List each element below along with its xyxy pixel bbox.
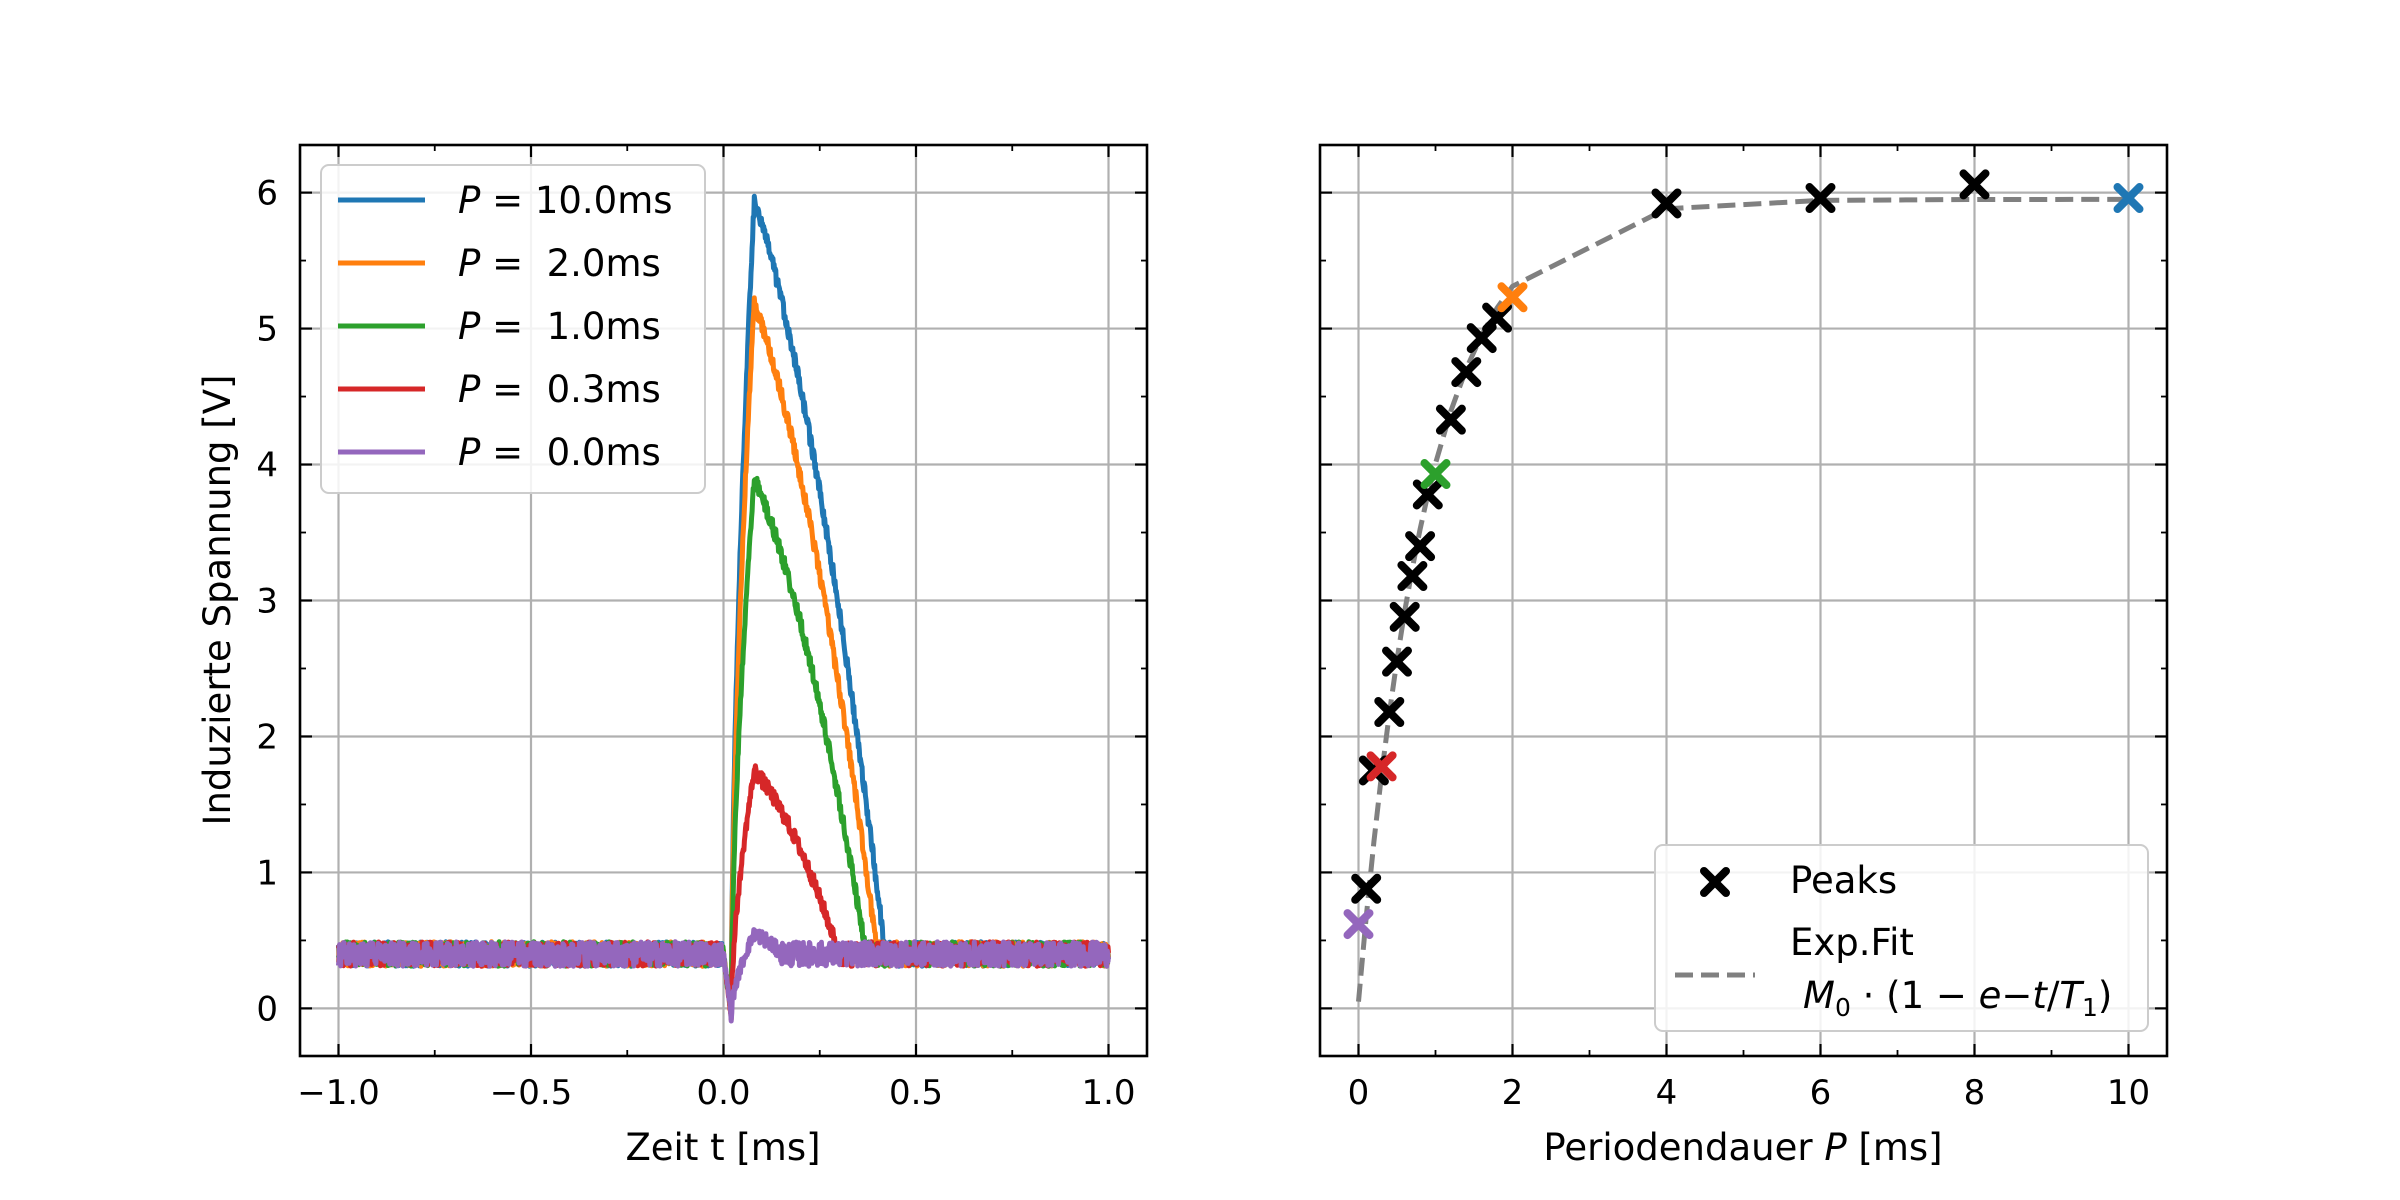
peak-marker bbox=[1451, 357, 1482, 388]
peak-marker-stroke-b bbox=[1412, 479, 1443, 510]
peak-marker bbox=[1374, 696, 1405, 727]
peak-marker-stroke-b bbox=[1389, 601, 1420, 632]
left-ytick-label: 5 bbox=[256, 310, 278, 350]
left-ylabel: Induzierte Spannung [V] bbox=[196, 375, 239, 826]
left-xtick-label: 1.0 bbox=[1081, 1073, 1135, 1113]
peak-marker-stroke-b bbox=[1397, 561, 1428, 592]
peak-marker bbox=[1351, 873, 1382, 904]
right-xtick-label: 2 bbox=[1502, 1073, 1524, 1113]
legend-label-2: P = 1.0ms bbox=[458, 305, 661, 348]
left-xtick-label: −1.0 bbox=[297, 1073, 380, 1113]
peak-marker-stroke-b bbox=[1497, 282, 1528, 313]
legend-fit-label-line2: M0 · (1 − e−t/T1) bbox=[1803, 974, 2112, 1022]
peak-marker bbox=[1405, 531, 1436, 562]
peak-marker-stroke-b bbox=[1366, 751, 1397, 782]
left-xtick-label: −0.5 bbox=[490, 1073, 573, 1113]
legend-label-1: P = 2.0ms bbox=[458, 242, 661, 285]
peak-marker bbox=[1435, 404, 1466, 435]
peak-marker-stroke-b bbox=[2113, 183, 2144, 214]
peak-marker bbox=[1389, 601, 1420, 632]
right-xtick-label: 0 bbox=[1348, 1073, 1370, 1113]
peak-marker bbox=[1382, 646, 1412, 677]
peak-marker bbox=[1651, 188, 1682, 219]
legend-label-4: P = 0.0ms bbox=[458, 431, 661, 474]
peak-marker-stroke-b bbox=[1420, 459, 1451, 490]
right-grid bbox=[1320, 145, 2167, 1056]
right-xlabel: Periodendauer P [ms] bbox=[1543, 1126, 1942, 1169]
left-ytick-label: 6 bbox=[256, 174, 278, 214]
left-signal-lines bbox=[336, 193, 1111, 1024]
legend-peaks-marker bbox=[1700, 867, 1730, 897]
peak-marker-stroke-b bbox=[1351, 873, 1382, 904]
legend-peak-x bbox=[1700, 867, 1730, 897]
right-xtick-label: 10 bbox=[2107, 1073, 2150, 1113]
left-xtick-label: 0.5 bbox=[889, 1073, 943, 1113]
peak-marker-stroke-b bbox=[1451, 357, 1482, 388]
series-line-4 bbox=[336, 927, 1111, 1024]
legend-label-0: P = 10.0ms bbox=[458, 179, 673, 222]
left-time-plot: −1.0 −0.5 0.0 0.5 1.0 0 1 2 3 4 5 6 Zeit t [ms] Ind… bbox=[196, 143, 1149, 1169]
right-legend: Peaks Exp.Fit M0 · (1 − e−t/T1) bbox=[1654, 844, 2149, 1032]
legend-label-3: P = 0.3ms bbox=[458, 368, 661, 411]
right-legend-box bbox=[1654, 844, 2149, 1032]
left-ytick-label: 3 bbox=[256, 582, 278, 622]
right-xtick-label: 8 bbox=[1964, 1073, 1986, 1113]
legend-peak-x-stroke-b bbox=[1700, 867, 1730, 897]
legend-peaks-label: Peaks bbox=[1790, 859, 1897, 902]
right-peaks-plot: 0 2 4 6 8 10 Periodendauer P [ms] Peaks Exp.F… bbox=[1318, 143, 2169, 1169]
peak-marker bbox=[1412, 479, 1443, 510]
peak-marker bbox=[1805, 183, 1836, 214]
right-xtick-label: 4 bbox=[1656, 1073, 1678, 1113]
peak-marker-stroke-b bbox=[1805, 183, 1836, 214]
right-ticks: 0 2 4 6 8 10 bbox=[1320, 145, 2167, 1113]
peak-marker bbox=[1366, 751, 1397, 782]
left-xtick-label: 0.0 bbox=[696, 1073, 750, 1113]
right-xtick-label: 6 bbox=[1810, 1073, 1832, 1113]
left-legend: P = 10.0ms P = 2.0ms P = 1.0ms P = 0.3ms P =… bbox=[320, 164, 706, 494]
left-legend-box bbox=[320, 164, 706, 494]
peak-marker-stroke-b bbox=[1382, 646, 1412, 677]
left-xlabel: Zeit t [ms] bbox=[625, 1126, 820, 1169]
left-ytick-label: 1 bbox=[256, 853, 278, 893]
peak-marker-stroke-b bbox=[1435, 404, 1466, 435]
peak-marker-stroke-b bbox=[1374, 696, 1405, 727]
legend-fit-label-line1: Exp.Fit bbox=[1790, 921, 1914, 964]
peak-marker-stroke-b bbox=[1343, 909, 1374, 940]
left-ytick-label: 2 bbox=[256, 717, 278, 757]
left-ticks: −1.0 −0.5 0.0 0.5 1.0 0 1 2 3 4 5 6 bbox=[256, 145, 1147, 1113]
peak-marker bbox=[1959, 169, 1990, 200]
peak-marker-stroke-b bbox=[1405, 531, 1436, 562]
peak-marker bbox=[1397, 561, 1428, 592]
peak-marker bbox=[1420, 459, 1451, 490]
peak-markers bbox=[1343, 169, 2144, 940]
peak-marker-stroke-b bbox=[1651, 188, 1682, 219]
peak-marker bbox=[1497, 282, 1528, 313]
peak-marker-stroke-b bbox=[1959, 169, 1990, 200]
left-grid bbox=[300, 145, 1147, 1056]
peak-marker bbox=[2113, 183, 2144, 214]
left-ytick-label: 0 bbox=[256, 989, 278, 1029]
left-ytick-label: 4 bbox=[256, 446, 278, 486]
peak-marker bbox=[1343, 909, 1374, 940]
